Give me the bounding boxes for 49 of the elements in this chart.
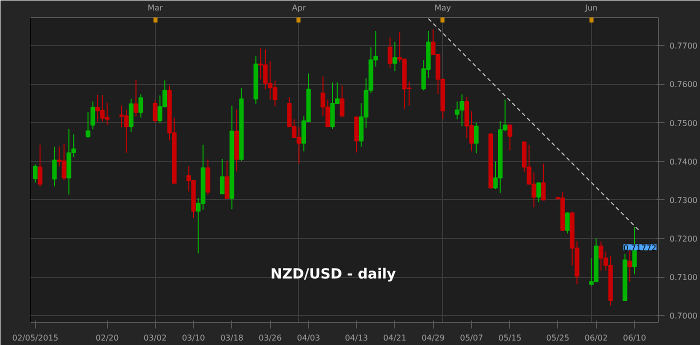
x2-tick-label: Mar (148, 4, 164, 12)
y-tick-label: 0.7400 (670, 157, 698, 166)
candlestick (38, 144, 42, 188)
x-tick-label: 05/25 (546, 334, 570, 342)
candlestick (541, 163, 546, 202)
x-tick-label: 06/02 (584, 334, 608, 342)
candlestick (340, 85, 344, 118)
text: NZD/USD - daily (270, 266, 396, 282)
y-tick-label: 0.7300 (670, 196, 698, 205)
candlestick (354, 116, 359, 153)
candlestick (134, 79, 138, 118)
candlestick (128, 98, 134, 133)
candlestick (508, 124, 512, 152)
x2-tick-label: Jun (584, 4, 598, 12)
candlestick (388, 36, 392, 68)
candlestick (152, 99, 158, 124)
y-tick-label: 0.7000 (670, 312, 698, 321)
y-tick-label: 0.7100 (670, 273, 698, 282)
candlestick (536, 182, 541, 203)
x-tick-label: 03/10 (182, 334, 206, 342)
x-tick-label: 06/10 (623, 334, 646, 342)
candlestick (565, 212, 570, 234)
x2-tick-label: May (434, 4, 452, 12)
candlestick (52, 146, 57, 187)
x-tick-label: 04/21 (383, 334, 406, 342)
x-tick-label: 04/29 (422, 334, 445, 342)
candlestick (32, 164, 38, 184)
x-tick-label: 04/03 (297, 334, 320, 342)
candlestick (86, 111, 90, 138)
y-tick-label: 0.7500 (670, 118, 698, 128)
y-tick-label: 0.7600 (670, 80, 698, 90)
x-tick-label: 03/18 (220, 334, 244, 342)
x-tick-label: 02/05/2015 (12, 334, 58, 342)
candlestick (474, 122, 479, 154)
x-tick-label: 03/02 (144, 334, 167, 342)
candlestick (90, 101, 96, 130)
x-tick-label: 02/20 (96, 334, 119, 342)
x-tick-label: 04/13 (344, 334, 368, 342)
candlestick (392, 41, 398, 72)
x-tick-label: 05/15 (498, 334, 522, 342)
y-tick-label: 0.7200 (670, 234, 698, 244)
y-tick-label: 0.7700 (670, 42, 698, 51)
x2-tick-label: Apr (292, 4, 307, 12)
x-tick-label: 03/26 (258, 334, 282, 342)
x-tick-label: 05/07 (460, 334, 484, 342)
candlestick (138, 94, 144, 118)
annotation: 0.71772 (623, 243, 657, 252)
candlestick (224, 160, 230, 200)
candlestick (220, 158, 225, 194)
